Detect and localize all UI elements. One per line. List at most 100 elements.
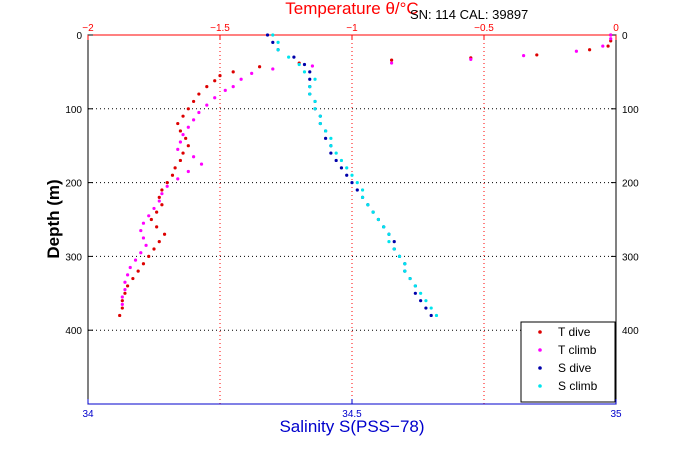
data-point <box>318 121 322 126</box>
data-point <box>419 299 423 303</box>
data-point <box>271 40 275 44</box>
data-point <box>123 288 127 292</box>
data-point <box>434 313 439 318</box>
chart-title: Temperature θ/°C <box>285 0 418 18</box>
data-point <box>334 151 338 155</box>
temperature-tick-label: −2 <box>82 23 94 34</box>
depth-tick-label-right: 100 <box>622 105 639 116</box>
data-point <box>413 291 417 295</box>
data-point <box>535 53 539 57</box>
salinity-tick-label: 34 <box>82 409 94 420</box>
salinity-tick-label: 35 <box>610 409 622 420</box>
data-point <box>165 184 169 188</box>
data-point <box>271 33 275 37</box>
data-point <box>371 210 375 214</box>
data-point <box>408 276 412 281</box>
data-point <box>178 158 182 163</box>
data-point <box>329 151 333 155</box>
data-point <box>310 64 314 68</box>
data-point <box>308 92 312 96</box>
data-point <box>178 140 182 144</box>
data-point <box>157 240 161 244</box>
temperature-tick-label: 0 <box>613 23 619 34</box>
data-point <box>186 169 190 174</box>
data-point <box>223 88 227 92</box>
data-point <box>120 302 124 306</box>
data-point <box>429 313 433 318</box>
data-point <box>413 284 417 288</box>
data-point <box>360 188 365 192</box>
depth-tick-label-left: 200 <box>65 179 82 190</box>
depth-tick-label-right: 300 <box>622 252 639 263</box>
data-point <box>160 192 164 196</box>
data-point <box>165 181 169 185</box>
data-point <box>176 177 180 181</box>
data-point <box>308 85 312 89</box>
data-point <box>392 240 396 244</box>
data-point <box>588 48 592 52</box>
data-point <box>120 299 124 303</box>
data-point <box>173 166 177 170</box>
data-point <box>155 225 159 229</box>
data-point <box>258 65 262 69</box>
legend-label: S dive <box>558 361 592 375</box>
data-point <box>424 299 428 303</box>
legend-label: T climb <box>558 343 597 357</box>
data-point <box>149 217 153 222</box>
data-point <box>213 96 217 100</box>
data-point <box>170 173 175 177</box>
data-point <box>205 85 209 89</box>
legend-marker <box>538 348 542 352</box>
data-point <box>606 44 610 48</box>
data-point <box>126 284 130 288</box>
data-point <box>324 129 328 133</box>
data-point <box>403 269 407 273</box>
data-point <box>250 71 254 75</box>
data-point <box>355 181 359 185</box>
data-point <box>350 173 354 177</box>
temperature-tick-label: −1 <box>346 23 358 34</box>
data-point <box>213 79 217 83</box>
data-point <box>186 144 190 148</box>
data-point <box>376 217 380 222</box>
data-point <box>287 55 291 59</box>
data-point <box>139 251 143 255</box>
temperature-tick-label: −0.5 <box>474 23 494 34</box>
data-point <box>147 214 151 218</box>
legend-label: T dive <box>558 325 591 339</box>
data-point <box>155 210 159 214</box>
data-point <box>292 55 296 59</box>
data-point <box>192 118 196 122</box>
data-point <box>141 221 146 225</box>
series-s-dive <box>265 33 433 318</box>
data-point <box>313 77 317 81</box>
data-point <box>334 158 338 163</box>
data-point <box>218 73 222 78</box>
data-point <box>345 166 349 170</box>
data-point <box>419 291 423 295</box>
data-point <box>424 306 428 310</box>
data-point <box>157 195 161 199</box>
data-point <box>141 236 146 240</box>
data-point <box>360 195 365 199</box>
data-point <box>126 273 130 277</box>
series-s-climb <box>271 33 439 318</box>
data-point <box>397 254 402 258</box>
data-point <box>318 114 322 118</box>
depth-tick-label-right: 400 <box>622 326 639 337</box>
data-point <box>429 306 433 310</box>
data-point <box>609 33 613 37</box>
data-point <box>601 44 605 48</box>
legend-marker <box>538 366 542 370</box>
x-axis-label: Salinity S(PSS−78) <box>279 417 424 436</box>
legend-box <box>520 321 616 403</box>
data-point <box>469 57 473 61</box>
data-point <box>152 247 156 251</box>
data-point <box>522 54 526 58</box>
data-point <box>355 188 359 192</box>
data-point <box>136 269 140 273</box>
depth-tick-label-left: 300 <box>65 252 82 263</box>
data-point <box>120 306 124 310</box>
